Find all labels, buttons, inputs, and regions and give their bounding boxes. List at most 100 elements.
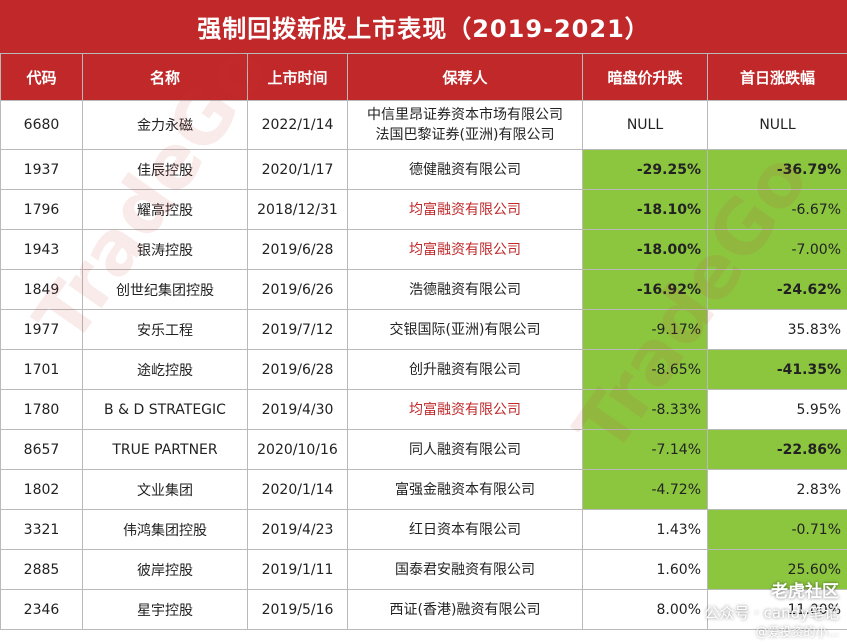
table-row: 1943 银涛控股 2019/6/28 均富融资有限公司 -18.00% -7.00% <box>0 229 847 270</box>
header-first-day-change: 首日涨跌幅 <box>707 53 847 101</box>
cell-listing-date: 2019/6/28 <box>247 349 348 390</box>
table-row: 1849 创世纪集团控股 2019/6/26 浩德融资有限公司 -16.92% -24.6… <box>0 269 847 310</box>
cell-code: 1937 <box>0 149 83 190</box>
ipo-table: 代码 名称 上市时间 保荐人 暗盘价升跌 首日涨跌幅 6680 金力永磁 2022/… <box>0 53 847 630</box>
cell-grey-market-change: -18.10% <box>582 189 708 230</box>
cell-first-day-change: 11.00% <box>707 589 847 630</box>
header-grey-market-change: 暗盘价升跌 <box>582 53 708 101</box>
cell-sponsor: 中信里昂证券资本市场有限公司 法国巴黎证券(亚洲)有限公司 <box>347 100 583 150</box>
sponsor-line: 创升融资有限公司 <box>409 361 521 378</box>
cell-grey-market-change: NULL <box>582 100 708 150</box>
cell-code: 1802 <box>0 469 83 510</box>
sponsor-line: 浩德融资有限公司 <box>409 281 521 298</box>
sponsor-line: 红日资本有限公司 <box>409 521 521 538</box>
cell-name: 途屹控股 <box>82 349 248 390</box>
cell-name: 创世纪集团控股 <box>82 269 248 310</box>
table-row: 2885 彼岸控股 2019/1/11 国泰君安融资有限公司 1.60% 25.60% <box>0 549 847 590</box>
cell-name: 佳辰控股 <box>82 149 248 190</box>
cell-code: 1701 <box>0 349 83 390</box>
header-code: 代码 <box>0 53 83 101</box>
sponsor-line: 国泰君安融资有限公司 <box>395 561 535 578</box>
sponsor-line: 均富融资有限公司 <box>409 401 521 418</box>
cell-listing-date: 2019/7/12 <box>247 309 348 350</box>
cell-first-day-change: 5.95% <box>707 389 847 430</box>
header-name: 名称 <box>82 53 248 101</box>
table-row: 2346 星宇控股 2019/5/16 西证(香港)融资有限公司 8.00% 11.00% <box>0 589 847 630</box>
cell-listing-date: 2020/1/17 <box>247 149 348 190</box>
cell-first-day-change: 2.83% <box>707 469 847 510</box>
cell-listing-date: 2019/5/16 <box>247 589 348 630</box>
cell-code: 1849 <box>0 269 83 310</box>
table-row: 6680 金力永磁 2022/1/14 中信里昂证券资本市场有限公司 法国巴黎证券(亚洲… <box>0 100 847 150</box>
cell-sponsor: 西证(香港)融资有限公司 <box>347 589 583 630</box>
cell-first-day-change: -22.86% <box>707 429 847 470</box>
cell-sponsor: 均富融资有限公司 <box>347 229 583 270</box>
cell-name: 耀高控股 <box>82 189 248 230</box>
cell-grey-market-change: -29.25% <box>582 149 708 190</box>
cell-sponsor: 国泰君安融资有限公司 <box>347 549 583 590</box>
cell-name: B & D STRATEGIC <box>82 389 248 430</box>
cell-name: 文业集团 <box>82 469 248 510</box>
table-row: 1701 途屹控股 2019/6/28 创升融资有限公司 -8.65% -41.35% <box>0 349 847 390</box>
cell-code: 1780 <box>0 389 83 430</box>
cell-first-day-change: 35.83% <box>707 309 847 350</box>
cell-grey-market-change: -4.72% <box>582 469 708 510</box>
cell-grey-market-change: -7.14% <box>582 429 708 470</box>
cell-sponsor: 创升融资有限公司 <box>347 349 583 390</box>
table-row: 1802 文业集团 2020/1/14 富强金融资本有限公司 -4.72% 2.83% <box>0 469 847 510</box>
table-row: 8657 TRUE PARTNER 2020/10/16 同人融资有限公司 -7.14%… <box>0 429 847 470</box>
sponsor-line: 德健融资有限公司 <box>409 161 521 178</box>
cell-grey-market-change: -8.33% <box>582 389 708 430</box>
cell-listing-date: 2020/1/14 <box>247 469 348 510</box>
cell-listing-date: 2018/12/31 <box>247 189 348 230</box>
cell-code: 1977 <box>0 309 83 350</box>
cell-code: 6680 <box>0 100 83 150</box>
sponsor-line: 均富融资有限公司 <box>409 241 521 258</box>
cell-name: 金力永磁 <box>82 100 248 150</box>
cell-sponsor: 均富融资有限公司 <box>347 389 583 430</box>
sponsor-line: 交银国际(亚洲)有限公司 <box>389 321 541 338</box>
cell-code: 1943 <box>0 229 83 270</box>
cell-name: 伟鸿集团控股 <box>82 509 248 550</box>
cell-sponsor: 交银国际(亚洲)有限公司 <box>347 309 583 350</box>
cell-listing-date: 2020/10/16 <box>247 429 348 470</box>
cell-sponsor: 富强金融资本有限公司 <box>347 469 583 510</box>
cell-code: 2885 <box>0 549 83 590</box>
cell-listing-date: 2022/1/14 <box>247 100 348 150</box>
table-row: 1796 耀高控股 2018/12/31 均富融资有限公司 -18.10% -6.67% <box>0 189 847 230</box>
cell-name: 安乐工程 <box>82 309 248 350</box>
cell-grey-market-change: -16.92% <box>582 269 708 310</box>
cell-code: 2346 <box>0 589 83 630</box>
sponsor-line: 西证(香港)融资有限公司 <box>389 601 541 618</box>
cell-grey-market-change: -18.00% <box>582 229 708 270</box>
cell-listing-date: 2019/4/30 <box>247 389 348 430</box>
cell-listing-date: 2019/6/26 <box>247 269 348 310</box>
sponsor-line: 中信里昂证券资本市场有限公司 <box>367 107 563 123</box>
table-row: 1937 佳辰控股 2020/1/17 德健融资有限公司 -29.25% -36.79% <box>0 149 847 190</box>
cell-sponsor: 红日资本有限公司 <box>347 509 583 550</box>
header-sponsor: 保荐人 <box>347 53 583 101</box>
cell-code: 8657 <box>0 429 83 470</box>
header-listing-date: 上市时间 <box>247 53 348 101</box>
cell-sponsor: 同人融资有限公司 <box>347 429 583 470</box>
cell-grey-market-change: 1.43% <box>582 509 708 550</box>
cell-name: 星宇控股 <box>82 589 248 630</box>
sponsor-line: 同人融资有限公司 <box>409 441 521 458</box>
cell-name: TRUE PARTNER <box>82 429 248 470</box>
cell-listing-date: 2019/1/11 <box>247 549 348 590</box>
cell-first-day-change: -41.35% <box>707 349 847 390</box>
sponsor-line: 均富融资有限公司 <box>409 201 521 218</box>
table-row: 3321 伟鸿集团控股 2019/4/23 红日资本有限公司 1.43% -0.71% <box>0 509 847 550</box>
cell-grey-market-change: 1.60% <box>582 549 708 590</box>
cell-first-day-change: -0.71% <box>707 509 847 550</box>
cell-first-day-change: -6.67% <box>707 189 847 230</box>
table-row: 1977 安乐工程 2019/7/12 交银国际(亚洲)有限公司 -9.17% 35.83… <box>0 309 847 350</box>
table-row: 1780 B & D STRATEGIC 2019/4/30 均富融资有限公司 -8.3… <box>0 389 847 430</box>
cell-listing-date: 2019/4/23 <box>247 509 348 550</box>
cell-grey-market-change: -9.17% <box>582 309 708 350</box>
table-title: 强制回拨新股上市表现（2019-2021） <box>0 0 847 53</box>
cell-name: 彼岸控股 <box>82 549 248 590</box>
cell-first-day-change: 25.60% <box>707 549 847 590</box>
cell-sponsor: 均富融资有限公司 <box>347 189 583 230</box>
sponsor-line: 富强金融资本有限公司 <box>395 481 535 498</box>
